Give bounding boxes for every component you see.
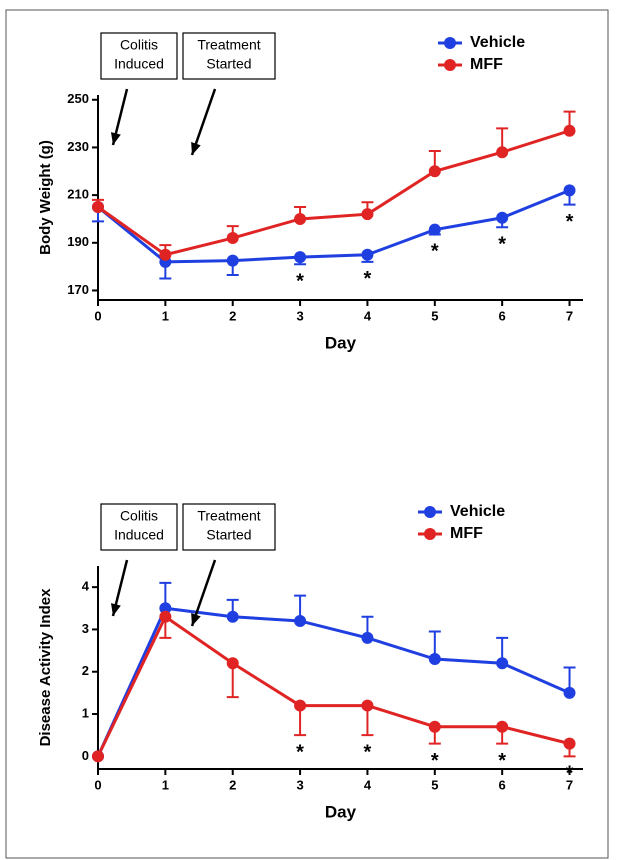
x-tick-label: 4 xyxy=(364,777,372,792)
y-tick-label: 210 xyxy=(67,187,89,202)
marker xyxy=(92,201,104,214)
marker xyxy=(294,251,307,264)
y-tick-label: 1 xyxy=(82,705,89,720)
marker xyxy=(496,211,509,224)
x-tick-label: 6 xyxy=(499,308,506,323)
x-tick-label: 6 xyxy=(499,777,506,792)
x-tick-label: 3 xyxy=(296,308,303,323)
legend-marker xyxy=(444,37,456,49)
marker xyxy=(496,657,509,670)
legend-marker xyxy=(444,59,456,71)
marker xyxy=(563,124,576,137)
marker xyxy=(92,750,104,763)
annotation-text: Induced xyxy=(114,527,164,543)
legend-label: MFF xyxy=(450,525,483,542)
x-tick-label: 5 xyxy=(431,777,438,792)
frame xyxy=(5,9,609,859)
arrow-head xyxy=(110,603,121,616)
marker xyxy=(428,720,441,733)
marker xyxy=(361,631,374,644)
annotation-text: Colitis xyxy=(120,508,158,524)
y-tick-label: 2 xyxy=(82,663,89,678)
y-tick-label: 3 xyxy=(82,621,89,636)
x-tick-label: 7 xyxy=(566,777,573,792)
marker xyxy=(496,146,509,159)
legend-marker xyxy=(424,506,436,518)
marker xyxy=(226,610,239,623)
y-axis-label: Disease Activity Index xyxy=(37,588,54,747)
significance-mark: * xyxy=(566,211,574,233)
legend-label: MFF xyxy=(470,56,503,73)
marker xyxy=(563,737,576,750)
x-tick-label: 1 xyxy=(162,777,169,792)
x-tick-label: 1 xyxy=(162,308,169,323)
series-line xyxy=(96,614,570,757)
marker xyxy=(563,686,576,699)
y-tick-label: 230 xyxy=(67,139,89,154)
y-tick-label: 190 xyxy=(67,234,89,249)
annotation-text: Treatment xyxy=(197,37,260,53)
x-tick-label: 0 xyxy=(94,777,101,792)
x-tick-label: 2 xyxy=(229,308,236,323)
marker xyxy=(361,208,374,221)
y-tick-label: 0 xyxy=(82,748,89,763)
annotation-text: Started xyxy=(206,56,251,72)
significance-mark: * xyxy=(364,268,372,290)
marker xyxy=(294,212,307,225)
significance-mark: * xyxy=(296,741,304,763)
significance-mark: * xyxy=(364,741,372,763)
annotation-text: Started xyxy=(206,527,251,543)
significance-mark: * xyxy=(431,241,439,263)
significance-mark: * xyxy=(431,750,439,772)
series-line xyxy=(97,129,570,257)
annotation-box xyxy=(182,32,276,80)
y-tick-label: 4 xyxy=(82,579,90,594)
marker xyxy=(361,248,374,261)
annotation-text: Treatment xyxy=(197,508,260,524)
x-tick-label: 4 xyxy=(364,308,372,323)
marker xyxy=(361,699,374,712)
significance-mark: * xyxy=(296,271,304,293)
x-axis-label: Day xyxy=(325,802,357,821)
marker xyxy=(563,184,576,197)
series-line xyxy=(96,606,571,757)
series-line xyxy=(97,188,571,264)
marker xyxy=(428,165,441,178)
marker xyxy=(226,232,239,245)
x-tick-label: 3 xyxy=(296,777,303,792)
arrow-head xyxy=(191,142,201,155)
marker xyxy=(159,248,172,261)
legend-label: Vehicle xyxy=(450,503,505,520)
y-axis-label: Body Weight (g) xyxy=(37,140,54,255)
annotation-box xyxy=(100,503,178,551)
y-tick-label: 250 xyxy=(67,91,89,106)
legend-marker xyxy=(424,528,436,540)
legend-label: Vehicle xyxy=(470,34,525,51)
x-tick-label: 5 xyxy=(431,308,438,323)
x-axis-label: Day xyxy=(325,333,357,352)
annotation-box xyxy=(100,32,178,80)
marker xyxy=(294,614,307,627)
marker xyxy=(159,602,172,615)
marker xyxy=(159,610,172,623)
significance-mark: * xyxy=(498,234,506,256)
marker xyxy=(428,653,441,666)
annotation-box xyxy=(182,503,276,551)
marker xyxy=(294,699,307,712)
annotation-text: Induced xyxy=(114,56,164,72)
arrow-head xyxy=(110,132,121,145)
marker xyxy=(226,254,239,267)
arrow-head xyxy=(191,613,201,626)
y-tick-label: 170 xyxy=(67,282,89,297)
significance-mark: * xyxy=(498,750,506,772)
x-tick-label: 7 xyxy=(566,308,573,323)
marker xyxy=(496,720,509,733)
annotation-text: Colitis xyxy=(120,37,158,53)
x-tick-label: 0 xyxy=(94,308,101,323)
marker xyxy=(428,223,441,236)
marker xyxy=(226,657,239,670)
significance-mark: * xyxy=(566,763,574,785)
x-tick-label: 2 xyxy=(229,777,236,792)
